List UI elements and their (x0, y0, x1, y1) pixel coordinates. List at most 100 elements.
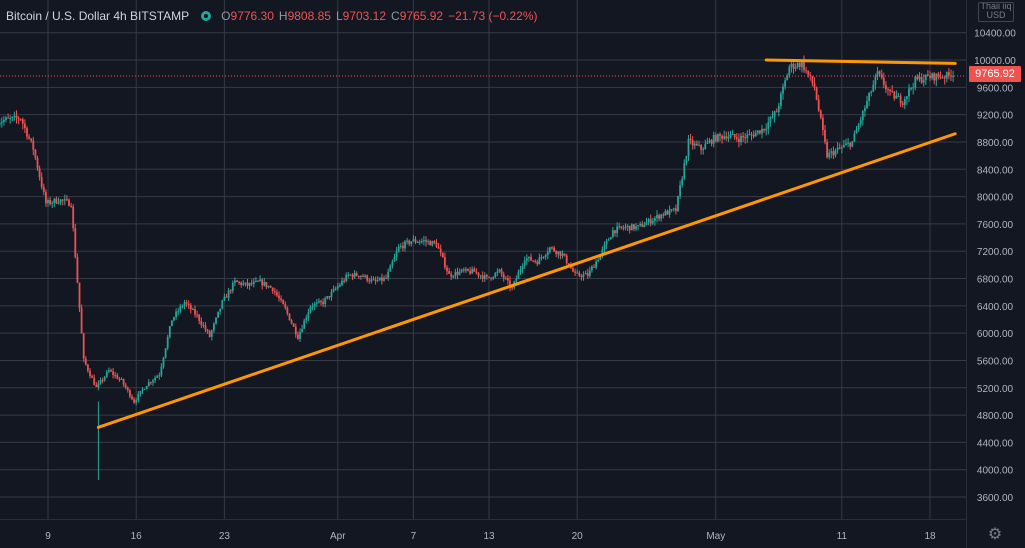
candle-body-130 (269, 286, 272, 288)
candle-body-387 (809, 74, 812, 77)
candle-body-55 (112, 371, 114, 375)
candle-body-81 (166, 336, 169, 349)
candle-body-283 (591, 266, 593, 271)
candle-body-340 (710, 140, 713, 144)
candle-body-393 (822, 117, 824, 131)
candle-body-250 (521, 265, 524, 270)
candle-body-260 (542, 256, 545, 258)
candle-body-46 (93, 377, 96, 385)
candle-body-169 (351, 274, 354, 278)
candle-body-366 (765, 128, 768, 131)
candle-body-311 (649, 219, 652, 224)
candle-body-38 (76, 257, 79, 283)
candle-body-297 (620, 226, 623, 228)
candle-body-249 (519, 269, 522, 273)
candle-body-134 (278, 295, 280, 299)
candle-body-119 (246, 282, 249, 286)
candle-body-203 (423, 240, 425, 242)
gear-icon[interactable]: ⚙ (987, 526, 1003, 543)
candle-body-287 (599, 254, 602, 261)
candle-body-312 (651, 220, 654, 224)
candle-body-354 (740, 135, 742, 143)
candle-body-140 (290, 320, 293, 324)
candle-body-101 (208, 331, 211, 337)
x-tick-label-3: Apr (330, 531, 346, 542)
open-label: O (221, 9, 231, 23)
candle-body-206 (429, 241, 432, 246)
candle-body-16 (30, 138, 33, 141)
symbol-title[interactable]: Bitcoin / U.S. Dollar 4h BITSTAMP (6, 9, 190, 23)
candle-body-399 (834, 150, 837, 156)
last-price-label: 9765.92 (969, 66, 1021, 82)
candle-body-377 (788, 66, 791, 76)
candle-body-149 (309, 306, 312, 313)
candle-body-168 (349, 274, 352, 276)
candle-body-167 (347, 274, 350, 276)
candle-body-252 (525, 258, 528, 261)
candle-body-211 (439, 248, 442, 253)
candle-body-171 (355, 272, 358, 276)
candle-body-369 (771, 116, 774, 118)
candle-body-114 (236, 280, 238, 282)
candle-body-342 (714, 135, 717, 142)
candle-body-444 (929, 75, 931, 79)
candle-body-35 (70, 205, 72, 207)
candle-body-259 (540, 257, 543, 259)
candle-body-175 (364, 275, 366, 277)
y-tick-label-16: 10000.00 (974, 56, 1016, 67)
candle-body-47 (95, 384, 98, 387)
candle-body-36 (72, 206, 75, 229)
candle-body-431 (901, 103, 904, 105)
y-tick-label-13: 8800.00 (977, 138, 1014, 149)
horizontal-resistance-line (764, 58, 957, 65)
y-tick-label-2: 4400.00 (977, 438, 1014, 449)
candle-body-363 (759, 130, 761, 134)
candle-body-2 (0, 121, 3, 124)
candle-body-64 (131, 396, 133, 400)
candle-body-421 (880, 74, 883, 78)
candle-body-337 (704, 143, 707, 150)
candle-body-341 (712, 135, 715, 144)
candle-body-439 (918, 76, 921, 80)
candle-body-213 (444, 257, 446, 268)
candle-body-374 (782, 86, 784, 94)
candle-body-417 (872, 84, 875, 92)
candle-body-107 (221, 300, 224, 309)
candle-body-309 (645, 222, 648, 226)
candle-body-243 (507, 278, 509, 281)
candle-body-434 (908, 88, 910, 97)
candle-body-352 (735, 137, 738, 140)
candle-body-209 (435, 242, 438, 247)
candle-body-163 (339, 284, 341, 287)
candle-body-218 (454, 271, 457, 277)
candle-body-396 (828, 152, 831, 158)
candle-body-394 (824, 130, 826, 142)
low-label: L (335, 9, 343, 23)
currency-button[interactable]: Thaii iiq USD (978, 2, 1014, 22)
candle-body-210 (437, 246, 440, 249)
candle-body-278 (580, 275, 583, 278)
candle-body-253 (528, 256, 530, 259)
candle-body-269 (561, 253, 564, 256)
candle-body-332 (693, 143, 696, 146)
candle-body-334 (698, 144, 700, 146)
candle-body-194 (404, 241, 406, 249)
candle-body-202 (420, 240, 423, 242)
candle-body-323 (675, 208, 677, 212)
candle-body-414 (866, 101, 868, 109)
candle-body-254 (530, 256, 532, 261)
candle-body-397 (830, 151, 833, 153)
candle-body-44 (89, 370, 91, 377)
candle-body-296 (618, 226, 621, 228)
candle-body-52 (105, 371, 108, 377)
candle-body-181 (376, 280, 379, 282)
candle-body-445 (931, 73, 933, 79)
y-tick-label-6: 6000.00 (977, 329, 1014, 340)
candle-body-34 (68, 199, 70, 206)
candle-body-412 (861, 111, 864, 121)
candle-body-7 (11, 116, 14, 119)
eye-icon[interactable] (201, 11, 212, 21)
candle-body-276 (576, 272, 579, 274)
